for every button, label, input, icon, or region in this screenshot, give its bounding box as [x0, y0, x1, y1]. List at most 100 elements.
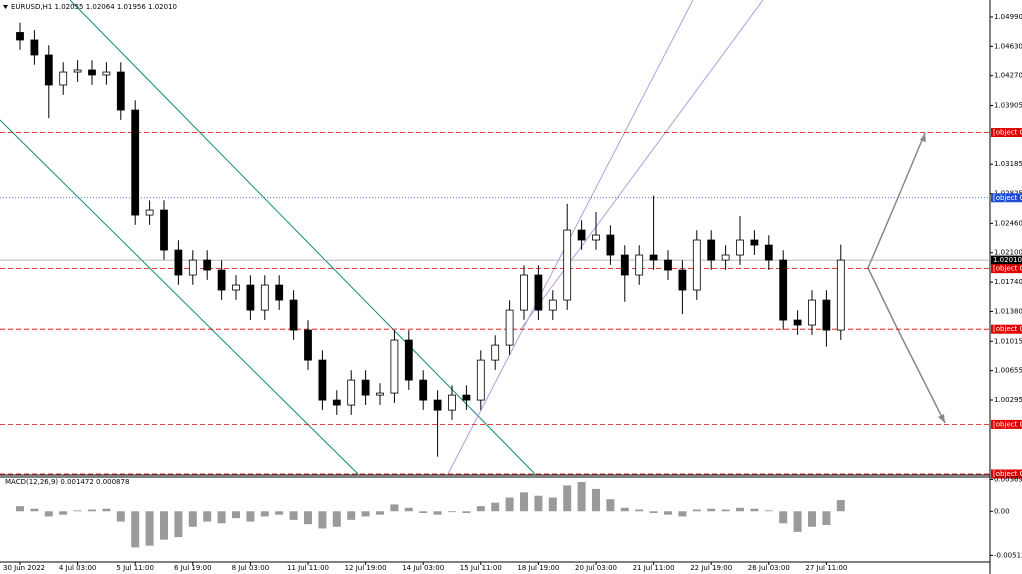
macd-bar — [390, 504, 399, 512]
candle-body — [649, 254, 658, 261]
candle-body — [808, 299, 816, 326]
candle-body — [217, 269, 226, 291]
macd-bar — [174, 511, 183, 538]
x-tick-label: 26 Jul 03:00 — [748, 564, 790, 572]
x-tick-label: 4 Jul 03:00 — [59, 564, 97, 572]
candle-body — [361, 379, 370, 396]
y-tick-label: 0.003696 — [994, 475, 1022, 483]
macd-bar — [304, 511, 312, 525]
macd-bar — [332, 511, 341, 527]
candle-body — [59, 71, 68, 86]
candle-body — [433, 399, 442, 411]
macd-bar — [433, 511, 442, 515]
candle-body — [534, 274, 543, 311]
level-label: [object Object] — [993, 420, 1022, 428]
level-label-box — [991, 255, 1022, 265]
macd-bar — [534, 495, 543, 512]
candle-body — [606, 234, 615, 256]
macd-bar — [203, 511, 212, 522]
macd-bar — [160, 511, 168, 540]
candle-body — [836, 259, 845, 331]
macd-bar — [635, 509, 644, 512]
macd-bar — [793, 511, 802, 532]
candle-body — [779, 259, 788, 321]
y-tick-label: 1.03905 — [994, 101, 1022, 109]
macd-bar — [764, 510, 773, 512]
candle-body — [347, 379, 356, 406]
candle-body — [664, 259, 672, 271]
arrow-head — [920, 133, 926, 142]
candle-body — [30, 39, 39, 56]
candle-body — [275, 284, 284, 301]
macd-bar — [260, 511, 269, 517]
candle-body — [764, 244, 773, 261]
projection-arrow — [867, 267, 946, 424]
candle-body — [116, 71, 125, 111]
macd-bar — [30, 508, 39, 512]
channel-line — [0, 119, 359, 475]
candle-body — [620, 254, 629, 276]
macd-bar — [505, 497, 514, 512]
level-label-box — [991, 324, 1022, 334]
candle-body — [102, 71, 111, 76]
candle-body — [318, 359, 327, 401]
macd-bar — [808, 511, 816, 527]
macd-bar — [476, 506, 485, 512]
macd-bar — [376, 511, 384, 515]
candle-body — [548, 299, 557, 311]
macd-bar — [577, 482, 586, 512]
candle-body — [476, 359, 485, 401]
candle-body — [332, 399, 341, 406]
channel-line — [519, 0, 764, 331]
x-tick-label: 30 Jun 2022 — [3, 564, 45, 572]
x-tick-label: 22 Jul 19:00 — [690, 564, 732, 572]
macd-bar — [836, 500, 845, 512]
macd-bar — [361, 511, 370, 517]
y-tick-label: 1.02460 — [994, 219, 1022, 227]
macd-bar — [448, 511, 456, 513]
candle-body — [750, 239, 759, 246]
y-tick-label: -0.005127 — [994, 551, 1022, 559]
macd-bar — [563, 485, 572, 512]
macd-bar — [188, 511, 197, 527]
candle-body — [707, 239, 716, 261]
macd-bar — [736, 507, 744, 512]
candle-body — [822, 299, 831, 331]
macd-bar — [462, 511, 471, 513]
candle-body — [635, 254, 644, 276]
macd-bar — [548, 497, 557, 512]
macd-bar — [347, 511, 356, 520]
y-tick-label: 1.00295 — [994, 396, 1022, 404]
macd-bar — [145, 511, 154, 546]
candle-body — [16, 32, 24, 41]
macd-bar — [419, 511, 428, 513]
candle-body — [131, 109, 140, 216]
macd-bar — [822, 511, 831, 526]
candle-body — [736, 239, 744, 256]
candle-body — [246, 284, 255, 311]
level-label: [object Object] — [993, 325, 1022, 333]
candle-body — [563, 229, 572, 301]
candle-body — [188, 259, 197, 276]
candle-body — [160, 209, 168, 251]
y-tick-label: 1.02100 — [994, 249, 1022, 257]
macd-bar — [246, 511, 255, 522]
macd-bar — [404, 507, 413, 512]
y-tick-label: 1.01380 — [994, 307, 1022, 315]
macd-bar — [491, 502, 500, 512]
candle-body — [491, 344, 500, 361]
candle-body — [390, 339, 399, 394]
macd-bar — [73, 510, 82, 512]
macd-bar — [44, 511, 53, 517]
candle-body — [793, 319, 802, 326]
candle-body — [260, 284, 269, 311]
macd-bar — [606, 499, 615, 512]
y-tick-label: 1.01740 — [994, 278, 1022, 286]
arrow-head — [938, 414, 945, 423]
macd-bar — [678, 511, 687, 517]
x-tick-label: 11 Jul 11:00 — [287, 564, 329, 572]
x-tick-label: 6 Jul 19:00 — [174, 564, 212, 572]
